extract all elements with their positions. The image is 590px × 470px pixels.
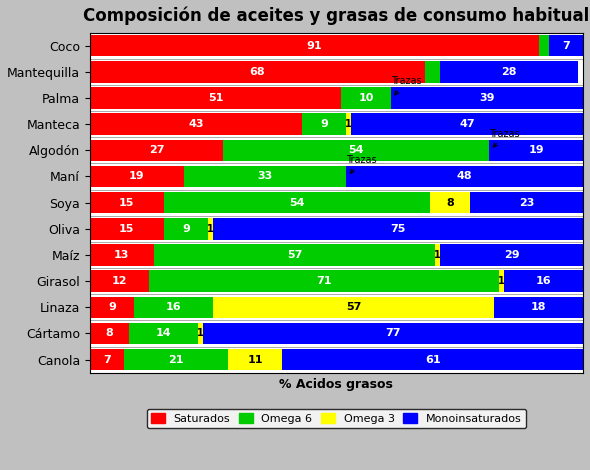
Text: 16: 16 <box>536 276 552 286</box>
Bar <box>430 192 470 213</box>
Bar <box>90 218 164 240</box>
Text: 57: 57 <box>346 302 362 312</box>
Text: 8: 8 <box>106 329 113 338</box>
Bar <box>90 244 154 266</box>
Bar <box>129 323 198 344</box>
Text: 15: 15 <box>119 224 135 234</box>
Text: 68: 68 <box>250 67 266 77</box>
Text: 1: 1 <box>345 119 352 129</box>
Text: 1: 1 <box>198 329 204 338</box>
Legend: Saturados, Omega 6, Omega 3, Monoinsaturados: Saturados, Omega 6, Omega 3, Monoinsatur… <box>147 409 526 428</box>
Bar <box>90 192 164 213</box>
Bar <box>228 349 282 370</box>
Text: 9: 9 <box>320 119 328 129</box>
Text: 9: 9 <box>108 302 116 312</box>
Bar <box>90 61 425 83</box>
Bar <box>342 87 391 109</box>
Text: 48: 48 <box>457 172 473 181</box>
Bar <box>90 140 223 161</box>
Text: 51: 51 <box>208 93 223 103</box>
Text: 19: 19 <box>129 172 145 181</box>
Text: 1: 1 <box>207 224 214 234</box>
Text: 54: 54 <box>289 197 304 208</box>
Text: 43: 43 <box>188 119 204 129</box>
Bar <box>391 87 583 109</box>
Bar <box>213 218 583 240</box>
Text: 57: 57 <box>287 250 302 260</box>
Text: 21: 21 <box>168 354 184 365</box>
Bar <box>539 35 549 56</box>
Bar <box>134 297 213 318</box>
Bar <box>282 349 583 370</box>
Bar <box>440 244 583 266</box>
Text: 12: 12 <box>112 276 127 286</box>
Text: 13: 13 <box>114 250 130 260</box>
Bar <box>223 140 489 161</box>
Bar <box>203 323 583 344</box>
Text: 75: 75 <box>391 224 406 234</box>
Bar <box>425 61 440 83</box>
Text: 14: 14 <box>156 329 172 338</box>
Bar <box>198 323 203 344</box>
Text: 16: 16 <box>166 302 182 312</box>
Text: 8: 8 <box>446 197 454 208</box>
Bar <box>183 166 346 187</box>
Bar <box>549 35 583 56</box>
Bar <box>149 270 499 292</box>
Text: 71: 71 <box>316 276 332 286</box>
Bar <box>440 61 578 83</box>
Bar <box>124 349 228 370</box>
Text: 15: 15 <box>119 197 135 208</box>
Bar <box>435 244 440 266</box>
X-axis label: % Acidos grasos: % Acidos grasos <box>280 378 394 391</box>
Text: 19: 19 <box>529 145 544 155</box>
Bar <box>346 166 583 187</box>
Title: Composición de aceites y grasas de consumo habitual: Composición de aceites y grasas de consu… <box>83 7 589 25</box>
Text: Trazas: Trazas <box>391 76 421 95</box>
Bar <box>164 192 430 213</box>
Bar <box>90 87 342 109</box>
Text: 1: 1 <box>434 250 441 260</box>
Bar <box>90 270 149 292</box>
Bar <box>494 297 583 318</box>
Bar <box>90 35 539 56</box>
Text: 27: 27 <box>149 145 164 155</box>
Bar <box>470 192 583 213</box>
Bar <box>154 244 435 266</box>
Text: 33: 33 <box>257 172 273 181</box>
Bar <box>504 270 583 292</box>
Bar <box>90 297 134 318</box>
Text: Trazas: Trazas <box>489 128 520 147</box>
Bar <box>351 113 583 135</box>
Bar <box>90 113 302 135</box>
Bar <box>489 140 583 161</box>
Text: 91: 91 <box>306 40 322 51</box>
Text: 11: 11 <box>247 354 263 365</box>
Text: Trazas: Trazas <box>346 155 377 173</box>
Bar <box>164 218 208 240</box>
Bar <box>90 349 124 370</box>
Text: 61: 61 <box>425 354 440 365</box>
Bar <box>302 113 346 135</box>
Text: 77: 77 <box>385 329 401 338</box>
Text: 54: 54 <box>349 145 364 155</box>
Bar <box>213 297 494 318</box>
Bar <box>90 323 129 344</box>
Bar <box>90 166 183 187</box>
Text: 7: 7 <box>103 354 111 365</box>
Text: 28: 28 <box>502 67 517 77</box>
Text: 9: 9 <box>182 224 190 234</box>
Text: 1: 1 <box>499 276 505 286</box>
Text: 7: 7 <box>562 40 570 51</box>
Text: 47: 47 <box>460 119 475 129</box>
Bar <box>208 218 213 240</box>
Text: 29: 29 <box>504 250 519 260</box>
Bar <box>499 270 504 292</box>
Bar <box>346 113 351 135</box>
Text: 10: 10 <box>358 93 373 103</box>
Text: 23: 23 <box>519 197 534 208</box>
Text: 39: 39 <box>479 93 494 103</box>
Text: 18: 18 <box>531 302 546 312</box>
